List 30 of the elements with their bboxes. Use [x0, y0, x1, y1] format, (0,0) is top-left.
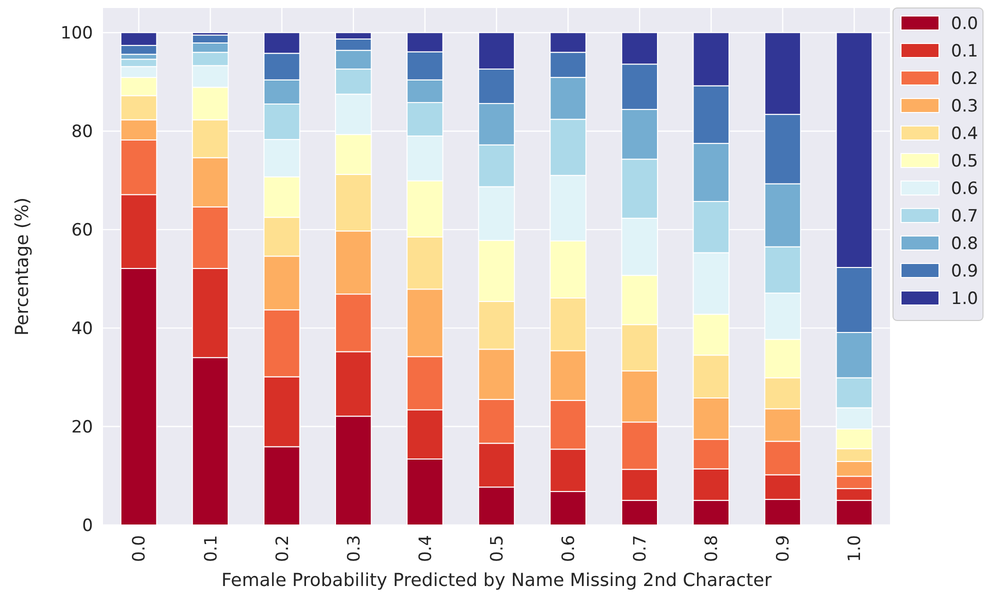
legend-label: 0.4 — [951, 124, 978, 144]
y-tick-label: 100 — [60, 24, 93, 44]
legend-label: 1.0 — [951, 288, 978, 309]
x-tick-label: 0.0 — [130, 535, 150, 562]
y-axis-title: Percentage (%) — [12, 197, 33, 336]
x-tick-label: 0.7 — [630, 535, 651, 562]
y-tick-label: 20 — [71, 417, 93, 438]
y-tick-label: 80 — [71, 122, 93, 142]
x-tick-label: 0.2 — [272, 535, 293, 562]
x-tick-label: 1.0 — [845, 535, 866, 562]
x-tick-label: 0.3 — [344, 535, 364, 562]
x-tick-label: 0.5 — [487, 535, 508, 562]
legend-label: 0.2 — [951, 68, 978, 89]
y-tick-label: 60 — [71, 220, 93, 241]
x-tick-label: 0.9 — [774, 535, 794, 562]
legend-label: 0.9 — [951, 261, 978, 282]
legend-label: 0.1 — [951, 41, 978, 62]
legend-label: 0.8 — [951, 234, 978, 254]
y-tick-label: 40 — [71, 319, 93, 339]
legend-label: 0.7 — [951, 206, 978, 226]
x-tick-label: 0.6 — [558, 535, 579, 562]
x-tick-label: 0.1 — [201, 535, 222, 562]
legend-label: 0.3 — [951, 96, 978, 116]
y-tick-label: 0 — [82, 516, 93, 536]
legend-label: 0.6 — [951, 178, 978, 199]
legend-label: 0.0 — [951, 14, 978, 34]
x-tick-label: 0.4 — [416, 535, 436, 562]
x-tick-label: 0.8 — [702, 535, 722, 562]
x-axis-title: Female Probability Predicted by Name Missing 2nd Character — [221, 570, 772, 591]
legend-label: 0.5 — [951, 151, 978, 172]
